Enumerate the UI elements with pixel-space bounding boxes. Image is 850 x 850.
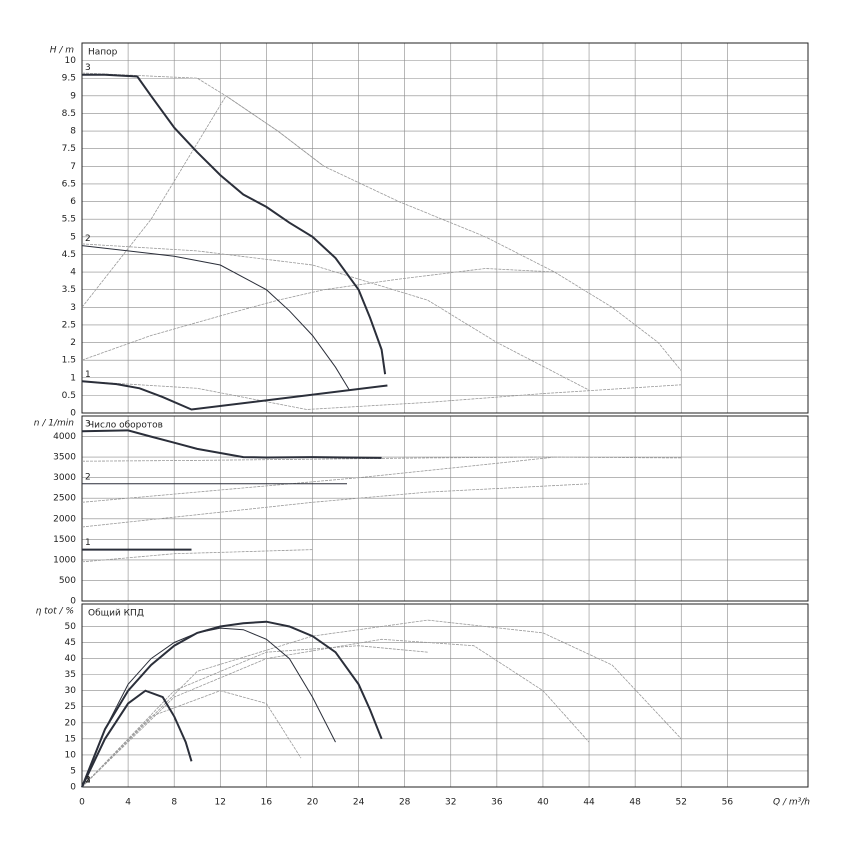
y-tick-label: 5 [70, 232, 76, 242]
x-tick-label: 56 [722, 798, 734, 808]
y-tick-label: 7 [70, 162, 76, 172]
y-tick-label: 0 [70, 783, 76, 793]
x-tick-label: 36 [491, 798, 503, 808]
curve [81, 429, 382, 459]
y-tick-label: 7.5 [62, 144, 76, 154]
curve [81, 638, 590, 788]
y-tick-label: 30 [65, 686, 77, 696]
y-tick-label: 4000 [53, 432, 76, 442]
y-axis-label: η tot / % [36, 607, 74, 617]
y-tick-label: 0 [70, 597, 76, 607]
panel-title: Число оборотов [88, 421, 163, 431]
y-tick-label: 50 [65, 622, 77, 632]
y-tick-label: 15 [65, 734, 76, 744]
curve [81, 620, 383, 788]
y-tick-label: 1000 [53, 555, 76, 565]
curve-label: 1 [85, 538, 91, 548]
curve [81, 243, 590, 391]
x-tick-label: 40 [537, 798, 549, 808]
curve [81, 245, 350, 391]
y-tick-label: 9.5 [62, 74, 76, 84]
plot-frame [81, 415, 809, 602]
y-tick-label: 2000 [53, 514, 76, 524]
y-tick-label: 4.5 [62, 250, 76, 260]
y-tick-label: 500 [59, 576, 76, 586]
y-tick-label: 8 [70, 127, 76, 137]
y-tick-label: 1.5 [62, 356, 76, 366]
y-tick-label: 25 [65, 702, 76, 712]
curve-label: 2 [85, 472, 91, 482]
x-tick-label: 32 [445, 798, 456, 808]
x-tick-label: 20 [307, 798, 319, 808]
x-tick-label: 8 [171, 798, 177, 808]
y-tick-label: 3.5 [62, 285, 76, 295]
curve [81, 380, 682, 410]
curve [81, 380, 388, 411]
panel-title: Напор [88, 48, 118, 58]
curve [81, 456, 555, 503]
y-tick-label: 3 [70, 303, 76, 313]
curve [81, 689, 193, 788]
y-tick-label: 8.5 [62, 109, 76, 119]
y-axis-label: n / 1/min [34, 419, 74, 429]
y-tick-label: 3000 [53, 473, 76, 483]
curve-label: 1 [85, 370, 91, 380]
x-tick-label: 44 [583, 798, 595, 808]
plot-frame [81, 42, 809, 414]
y-tick-label: 3500 [53, 453, 76, 463]
panel-title: Общий КПД [88, 609, 144, 619]
curve [81, 268, 555, 361]
y-tick-label: 35 [65, 670, 76, 680]
y-tick-label: 2500 [53, 494, 76, 504]
x-tick-label: 0 [79, 798, 85, 808]
curve [81, 627, 336, 788]
x-tick-label: 52 [676, 798, 687, 808]
y-tick-label: 5 [70, 766, 76, 776]
y-tick-label: 0.5 [62, 391, 76, 401]
curve [82, 73, 387, 375]
y-tick-label: 10 [65, 56, 77, 66]
curve-label: 1 [85, 776, 91, 786]
y-tick-label: 5.5 [62, 215, 76, 225]
y-tick-label: 6.5 [62, 179, 76, 189]
curve [81, 645, 428, 788]
y-tick-label: 2.5 [62, 320, 76, 330]
plot-frame [81, 603, 809, 788]
x-tick-label: 12 [215, 798, 226, 808]
curve [81, 483, 590, 528]
y-tick-label: 40 [65, 654, 77, 664]
curve-label: 3 [85, 776, 91, 786]
curve-label: 3 [85, 63, 91, 73]
curve-label: 2 [85, 234, 91, 244]
x-tick-label: 28 [399, 798, 411, 808]
x-axis-label: Q / m³/h [773, 798, 810, 808]
y-tick-label: 0 [70, 409, 76, 419]
y-tick-label: 1500 [53, 535, 76, 545]
y-tick-label: 10 [65, 750, 77, 760]
x-tick-label: 4 [125, 798, 131, 808]
y-tick-label: 4 [70, 268, 76, 278]
y-tick-label: 2 [70, 338, 76, 348]
curve-label: 2 [85, 776, 91, 786]
y-tick-label: 20 [65, 718, 77, 728]
curve [81, 619, 682, 788]
x-tick-label: 48 [629, 798, 641, 808]
curve [81, 690, 302, 788]
y-tick-label: 45 [65, 638, 76, 648]
y-tick-label: 1 [70, 373, 76, 383]
y-tick-label: 6 [70, 197, 76, 207]
y-axis-label: H / m [50, 46, 75, 56]
curve [81, 549, 313, 563]
x-tick-label: 16 [261, 798, 273, 808]
curve [81, 95, 325, 308]
curve-label: 3 [85, 420, 91, 430]
x-tick-label: 24 [353, 798, 365, 808]
y-tick-label: 9 [70, 91, 76, 101]
curve [81, 72, 682, 371]
